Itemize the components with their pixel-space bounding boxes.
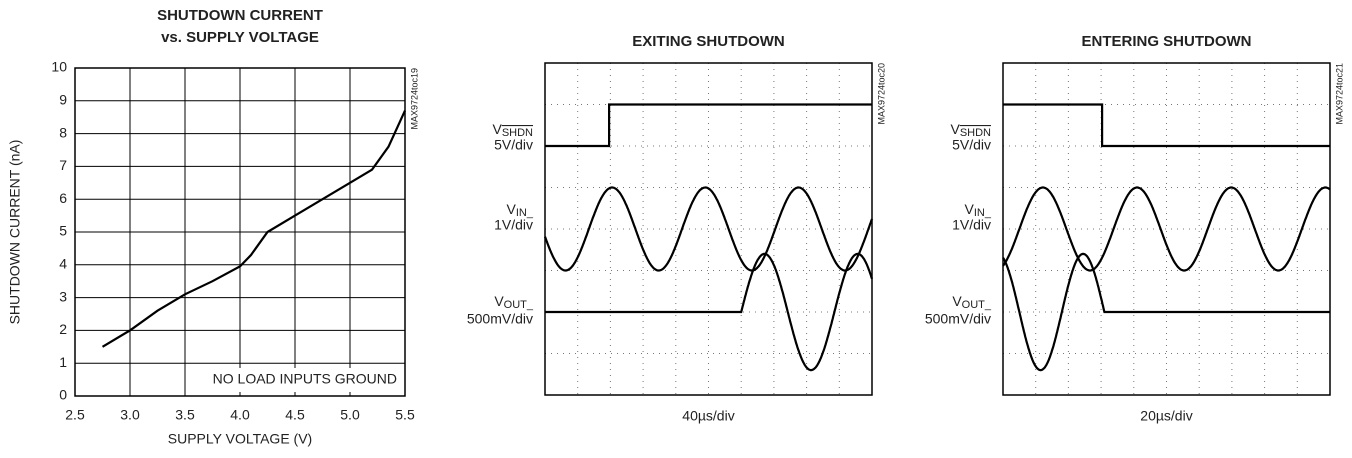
- channel-label: VIN_: [965, 201, 992, 220]
- channel-subscript: IN_: [974, 207, 992, 219]
- channel-subscript: OUT_: [962, 299, 992, 311]
- y-tick-label: 9: [59, 92, 67, 108]
- channel-name: V: [950, 121, 960, 137]
- annotation-bg: [195, 368, 403, 392]
- y-tick-label: 1: [59, 354, 67, 370]
- annotation: NO LOAD INPUTS GROUND: [213, 371, 397, 387]
- figure-id: MAX9724toc19: [409, 68, 419, 130]
- x-tick-label: 3.0: [120, 407, 140, 423]
- x-axis-label: SUPPLY VOLTAGE (V): [168, 431, 312, 447]
- trace: [1002, 186, 1331, 272]
- y-tick-label: 8: [59, 124, 67, 140]
- chart-title: ENTERING SHUTDOWN: [1082, 33, 1252, 50]
- channel-scale: 500mV/div: [467, 311, 533, 327]
- trace: [545, 252, 874, 372]
- y-tick-label: 4: [59, 256, 67, 272]
- y-tick-label: 10: [51, 59, 67, 75]
- channel-label: VOUT_: [952, 293, 992, 312]
- chart-title: vs. SUPPLY VOLTAGE: [161, 29, 319, 46]
- scope-frame: [1002, 62, 1331, 396]
- x-tick-label: 4.5: [285, 407, 305, 423]
- x-tick-label: 2.5: [65, 407, 85, 423]
- channel-name: V: [492, 121, 502, 137]
- channel-label: VSHDN: [950, 121, 991, 140]
- channel-subscript: SHDN: [502, 127, 533, 139]
- trace: [1002, 252, 1330, 372]
- channel-label: VIN_: [507, 201, 534, 220]
- plot-frame: [74, 67, 406, 397]
- y-tick-label: 3: [59, 288, 67, 304]
- data-line: [101, 110, 407, 348]
- y-tick-label: 0: [59, 387, 67, 403]
- channel-subscript: OUT_: [504, 299, 534, 311]
- channel-label: VSHDN: [492, 121, 533, 140]
- x-tick-label: 4.0: [230, 407, 250, 423]
- channel-subscript: SHDN: [960, 127, 991, 139]
- trace: [543, 186, 874, 272]
- channel-name: V: [507, 201, 517, 217]
- channel-name: V: [965, 201, 975, 217]
- figure-id: MAX9724toc20: [876, 63, 886, 125]
- y-tick-label: 7: [59, 157, 67, 173]
- chart-title: SHUTDOWN CURRENT: [157, 7, 323, 24]
- channel-label: VOUT_: [494, 293, 534, 312]
- scope-frame: [544, 62, 873, 396]
- timebase-label: 20µs/div: [1140, 408, 1192, 424]
- channel-scale: 5V/div: [952, 137, 991, 153]
- trace: [545, 103, 872, 148]
- x-tick-label: 5.5: [395, 407, 415, 423]
- chart-title: EXITING SHUTDOWN: [632, 33, 785, 50]
- timebase-label: 40µs/div: [682, 408, 734, 424]
- channel-scale: 500mV/div: [925, 311, 991, 327]
- y-tick-label: 2: [59, 321, 67, 337]
- trace: [1003, 103, 1330, 148]
- x-tick-label: 3.5: [175, 407, 195, 423]
- channel-name: V: [952, 293, 962, 309]
- x-tick-label: 5.0: [340, 407, 360, 423]
- y-tick-label: 5: [59, 223, 67, 239]
- channel-name: V: [494, 293, 504, 309]
- channel-scale: 1V/div: [952, 217, 991, 233]
- channel-subscript: IN_: [516, 207, 534, 219]
- figure-id: MAX9724toc21: [1334, 63, 1344, 125]
- channel-scale: 1V/div: [494, 217, 533, 233]
- y-tick-label: 6: [59, 190, 67, 206]
- channel-scale: 5V/div: [494, 137, 533, 153]
- y-axis-label: SHUTDOWN CURRENT (nA): [7, 140, 23, 325]
